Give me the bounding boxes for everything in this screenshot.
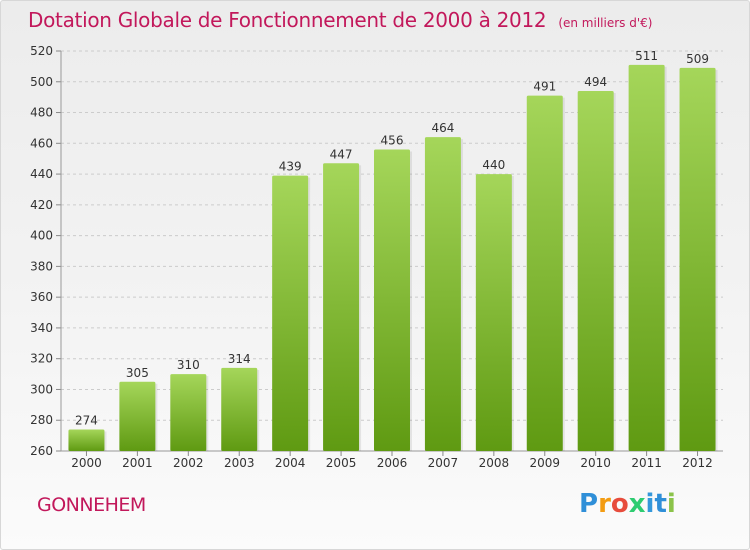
y-tick-label: 320 [30, 352, 53, 366]
data-label: 310 [177, 358, 200, 372]
x-tick-label: 2001 [122, 456, 153, 470]
y-tick-label: 480 [30, 106, 53, 120]
bar [526, 95, 563, 451]
bar [475, 174, 512, 452]
y-tick-label: 520 [30, 44, 53, 58]
x-tick-label: 2009 [529, 456, 560, 470]
chart-title: Dotation Globale de Fonctionnement de 20… [28, 8, 547, 32]
y-tick-label: 340 [30, 321, 53, 335]
x-tick-label: 2012 [682, 456, 713, 470]
bar [323, 163, 360, 452]
data-label: 447 [330, 147, 353, 161]
logo-letter: o [610, 489, 629, 519]
y-tick-label: 440 [30, 167, 53, 181]
y-tick-label: 420 [30, 198, 53, 212]
bar [119, 381, 156, 451]
data-label: 314 [228, 352, 251, 366]
bar [374, 149, 410, 451]
bars [68, 64, 718, 452]
y-tick-label: 260 [30, 444, 53, 458]
chart-subtitle: (en milliers d'€) [558, 16, 653, 30]
logo-letter: x [628, 489, 646, 519]
x-tick-label: 2003 [224, 456, 255, 470]
data-label: 440 [482, 158, 505, 172]
data-label: 494 [584, 75, 607, 89]
data-label: 439 [279, 160, 302, 174]
data-label: 509 [686, 52, 709, 66]
proxiti-logo: Proxiti [579, 489, 676, 519]
x-tick-label: 2005 [326, 456, 357, 470]
y-tick-label: 380 [30, 259, 53, 273]
y-tick-label: 280 [30, 413, 53, 427]
y-tick-label: 360 [30, 290, 53, 304]
logo-letter: P [579, 489, 599, 519]
title-row: Dotation Globale de Fonctionnement de 20… [28, 8, 652, 32]
x-tick-label: 2006 [377, 456, 408, 470]
data-label: 464 [431, 121, 454, 135]
x-tick-label: 2000 [71, 456, 102, 470]
data-label: 305 [126, 366, 149, 380]
y-tick-label: 400 [30, 229, 53, 243]
logo-letter: i [666, 489, 676, 519]
x-tick-label: 2008 [479, 456, 510, 470]
bar [221, 367, 258, 451]
data-label: 456 [381, 133, 404, 147]
x-tick-label: 2004 [275, 456, 306, 470]
bar [628, 64, 665, 451]
x-tick-label: 2002 [173, 456, 204, 470]
bar [68, 429, 105, 451]
bar [577, 91, 614, 451]
logo-letter: t [654, 489, 667, 519]
bar [272, 175, 309, 451]
bar [424, 137, 461, 451]
y-tick-label: 300 [30, 382, 53, 396]
data-label: 511 [635, 49, 658, 63]
data-label: 274 [75, 413, 98, 427]
bar [170, 374, 207, 451]
data-label: 491 [533, 80, 556, 94]
logo-letter: i [645, 489, 655, 519]
bar [679, 67, 716, 451]
y-tick-label: 500 [30, 75, 53, 89]
commune-name: GONNEHEM [37, 494, 146, 516]
y-tick-label: 460 [30, 136, 53, 150]
x-tick-label: 2007 [428, 456, 459, 470]
x-tick-label: 2011 [631, 456, 662, 470]
x-tick-label: 2010 [580, 456, 611, 470]
logo-letter: r [598, 489, 611, 519]
labels: 260 280 300 320 340 360 380 400 420 440 460 480 500 5… [30, 44, 713, 470]
